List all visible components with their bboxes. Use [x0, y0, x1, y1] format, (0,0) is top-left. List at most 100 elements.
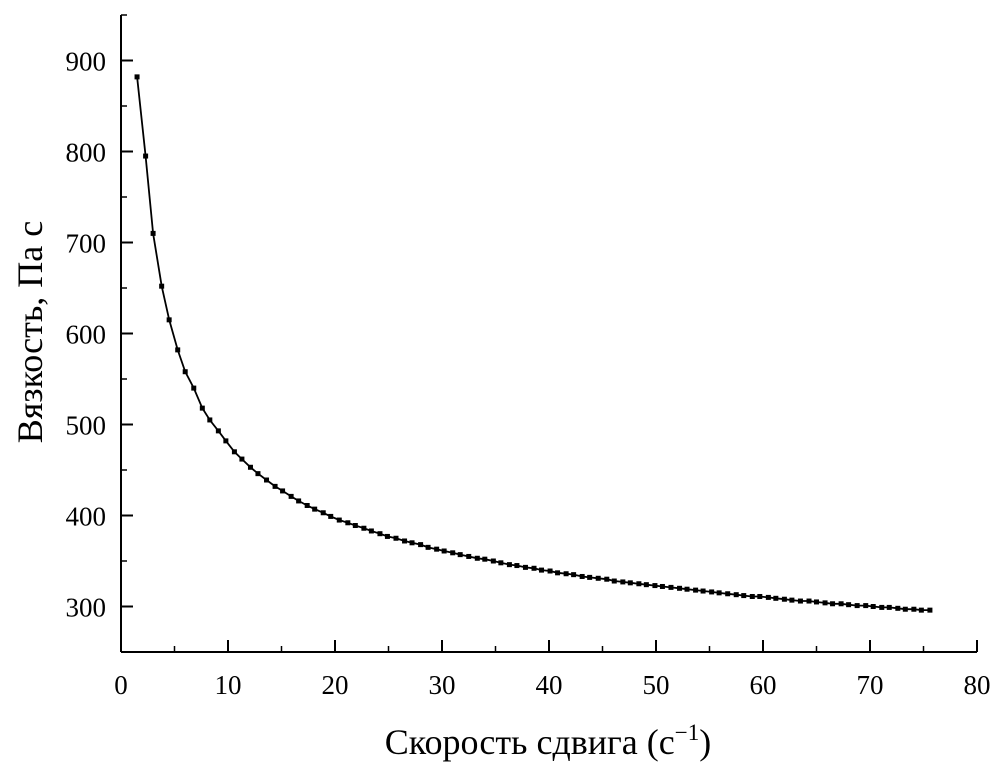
- data-point: [838, 601, 844, 607]
- data-point: [684, 586, 690, 592]
- data-point: [239, 456, 245, 462]
- data-point: [482, 556, 488, 562]
- data-point: [361, 525, 367, 531]
- data-point: [563, 571, 569, 577]
- axes: [120, 15, 977, 653]
- data-point: [328, 513, 334, 519]
- x-axis-title: Скорость сдвига (с−1): [385, 720, 711, 762]
- data-point: [191, 385, 197, 391]
- data-point: [143, 153, 149, 159]
- data-point: [425, 544, 431, 550]
- data-point: [895, 605, 901, 611]
- data-point: [700, 588, 706, 594]
- data-point: [531, 565, 537, 571]
- data-point: [539, 567, 545, 573]
- data-point: [264, 477, 270, 483]
- data-point: [636, 581, 642, 587]
- data-point: [280, 488, 286, 494]
- x-tick-label: 30: [429, 670, 456, 700]
- x-axis-title-superscript: −1: [675, 720, 699, 745]
- data-point: [733, 592, 739, 598]
- y-axis-title: Вязкость, Па с: [10, 221, 50, 443]
- x-tick-label: 20: [322, 670, 349, 700]
- data-point: [870, 604, 876, 609]
- data-point: [231, 449, 237, 455]
- x-tick-label: 50: [643, 670, 670, 700]
- data-point: [457, 552, 463, 558]
- data-point: [571, 572, 577, 578]
- data-point: [304, 502, 310, 508]
- data-point: [830, 601, 836, 607]
- data-point: [352, 523, 358, 529]
- data-point: [911, 606, 917, 612]
- data-point: [506, 562, 512, 568]
- data-point: [918, 607, 924, 613]
- data-point: [709, 589, 715, 595]
- data-point: [336, 517, 342, 523]
- data-point: [159, 283, 165, 289]
- data-point: [490, 558, 496, 564]
- data-point: [863, 603, 869, 609]
- data-point: [409, 540, 415, 546]
- data-point: [150, 230, 156, 236]
- y-tick-label: 900: [66, 47, 107, 77]
- data-point: [555, 570, 561, 576]
- data-point: [620, 579, 626, 585]
- data-point: [668, 584, 674, 590]
- x-tick-label: 10: [215, 670, 242, 700]
- data-point: [134, 74, 140, 80]
- data-point: [741, 593, 747, 599]
- data-point: [215, 428, 221, 434]
- data-point: [199, 405, 205, 411]
- data-point: [393, 535, 399, 541]
- data-point: [247, 464, 253, 470]
- data-point: [902, 606, 908, 612]
- data-point: [368, 528, 374, 534]
- data-point: [166, 317, 172, 323]
- data-point: [450, 550, 456, 556]
- data-point: [781, 596, 787, 602]
- x-tick-label: 70: [857, 670, 884, 700]
- data-point: [604, 576, 610, 582]
- data-point: [627, 580, 633, 586]
- data-point: [716, 590, 722, 596]
- series-line: [136, 76, 930, 611]
- data-point: [725, 591, 731, 597]
- x-axis-title-close: ): [699, 722, 711, 762]
- tick-labels: 0 10 20 30 40 50 60 70 80 300 400 500 600 700 800 900: [66, 47, 991, 701]
- data-point: [441, 548, 447, 554]
- data-point: [789, 597, 795, 603]
- data-point: [797, 598, 803, 604]
- data-point: [611, 578, 617, 584]
- data-point: [296, 498, 302, 504]
- y-tick-label: 800: [66, 138, 107, 168]
- data-point: [643, 582, 649, 588]
- x-tick-label: 40: [536, 670, 563, 700]
- y-tick-label: 500: [66, 411, 107, 441]
- data-point: [418, 542, 424, 548]
- data-point: [595, 575, 601, 581]
- data-point: [822, 600, 828, 606]
- data-point: [757, 593, 763, 599]
- data-point: [522, 564, 528, 570]
- ticks: [120, 14, 978, 653]
- data-point: [927, 607, 933, 613]
- x-tick-label: 0: [114, 670, 128, 700]
- x-axis-title-main: Скорость сдвига (с: [385, 722, 675, 762]
- data-point: [384, 533, 390, 539]
- y-tick-label: 600: [66, 320, 107, 350]
- data-point: [272, 483, 278, 489]
- y-tick-label: 300: [66, 593, 107, 623]
- data-point: [377, 531, 383, 537]
- x-tick-label: 80: [964, 670, 991, 700]
- data-point: [659, 583, 665, 589]
- data-point: [693, 587, 699, 593]
- data-point: [514, 563, 520, 569]
- data-point: [182, 369, 188, 375]
- data-point: [175, 347, 181, 353]
- x-tick-label: 60: [750, 670, 777, 700]
- data-point: [806, 598, 812, 604]
- data-point: [207, 417, 213, 423]
- data-point: [879, 604, 885, 610]
